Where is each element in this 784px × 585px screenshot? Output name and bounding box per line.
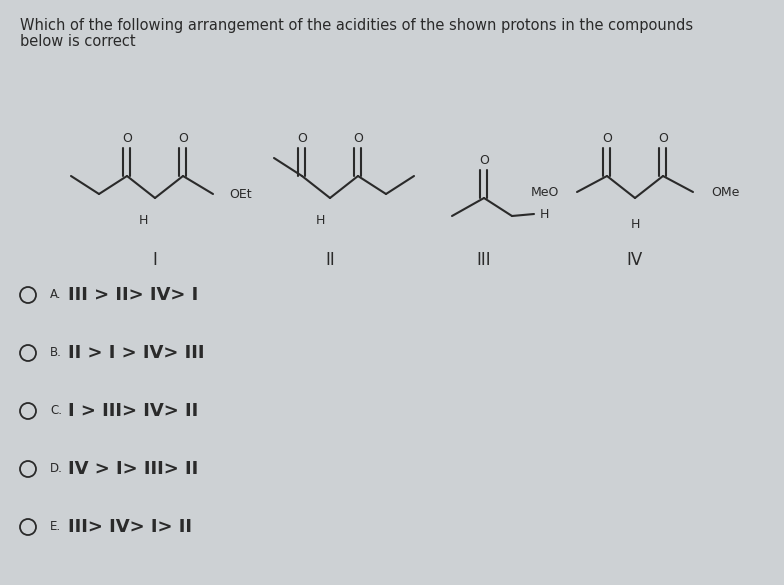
Text: III: III	[477, 251, 492, 269]
Text: Which of the following arrangement of the acidities of the shown protons in the : Which of the following arrangement of th…	[20, 18, 693, 33]
Text: O: O	[602, 132, 612, 144]
Text: A.: A.	[50, 288, 61, 301]
Text: II > I > IV> III: II > I > IV> III	[68, 344, 205, 362]
Text: IV: IV	[627, 251, 643, 269]
Text: H: H	[138, 214, 147, 226]
Text: H: H	[539, 208, 549, 221]
Text: O: O	[178, 132, 188, 144]
Text: H: H	[315, 214, 325, 226]
Text: B.: B.	[50, 346, 62, 360]
Text: OEt: OEt	[229, 188, 252, 201]
Text: I: I	[153, 251, 158, 269]
Text: OMe: OMe	[711, 185, 739, 198]
Text: O: O	[353, 132, 363, 144]
Text: E.: E.	[50, 521, 61, 534]
Text: I > III> IV> II: I > III> IV> II	[68, 402, 198, 420]
Text: II: II	[325, 251, 335, 269]
Text: below is correct: below is correct	[20, 34, 136, 49]
Text: O: O	[658, 132, 668, 144]
Text: III> IV> I> II: III> IV> I> II	[68, 518, 192, 536]
Text: O: O	[297, 132, 307, 144]
Text: O: O	[479, 153, 489, 167]
Text: IV > I> III> II: IV > I> III> II	[68, 460, 198, 478]
Text: H: H	[630, 218, 640, 230]
Text: C.: C.	[50, 404, 62, 418]
Text: MeO: MeO	[531, 185, 559, 198]
Text: III > II> IV> I: III > II> IV> I	[68, 286, 198, 304]
Text: O: O	[122, 132, 132, 144]
Text: D.: D.	[50, 463, 63, 476]
